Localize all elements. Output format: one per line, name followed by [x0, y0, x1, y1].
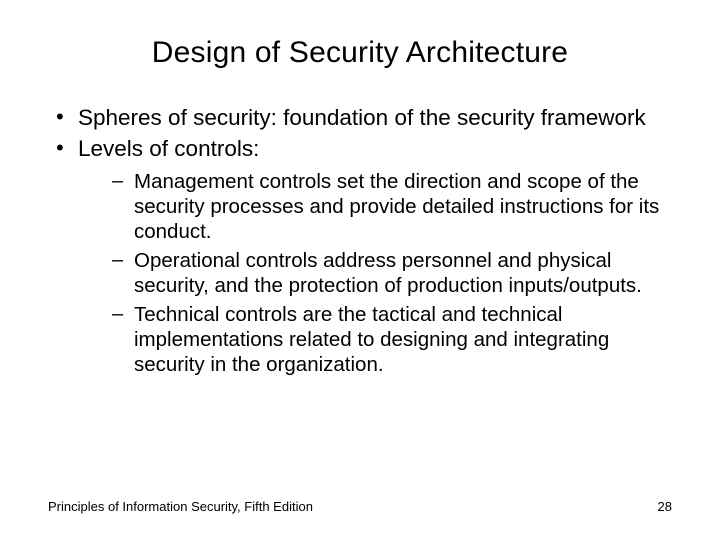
footer-page-number: 28 [658, 499, 672, 514]
bullet-text: Operational controls address personnel a… [134, 249, 642, 297]
list-item: Management controls set the direction an… [78, 169, 672, 244]
bullet-text: Spheres of security: foundation of the s… [78, 105, 646, 130]
list-item: Spheres of security: foundation of the s… [48, 104, 672, 131]
slide: Design of Security Architecture Spheres … [0, 0, 720, 540]
list-item: Technical controls are the tactical and … [78, 302, 672, 377]
list-item: Levels of controls: Management controls … [48, 135, 672, 376]
bullet-text: Technical controls are the tactical and … [134, 303, 609, 376]
bullet-text: Levels of controls: [78, 136, 259, 161]
list-item: Operational controls address personnel a… [78, 248, 672, 298]
bullet-list-level1: Spheres of security: foundation of the s… [48, 104, 672, 377]
footer-source: Principles of Information Security, Fift… [48, 499, 313, 514]
slide-footer: Principles of Information Security, Fift… [48, 499, 672, 514]
bullet-list-level2: Management controls set the direction an… [78, 169, 672, 377]
bullet-text: Management controls set the direction an… [134, 170, 659, 243]
slide-title: Design of Security Architecture [48, 36, 672, 70]
